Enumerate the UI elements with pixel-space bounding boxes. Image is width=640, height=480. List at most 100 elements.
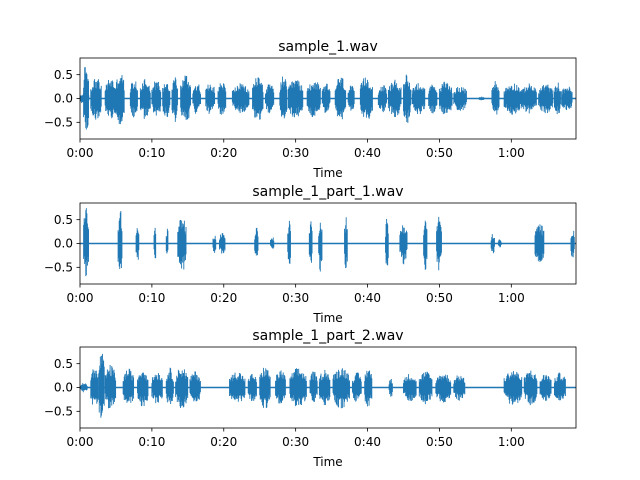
waveform-burst [503, 371, 523, 405]
waveform-burst [478, 96, 485, 101]
waveform-burst [279, 76, 288, 119]
waveform-burst [104, 79, 117, 119]
x-tick-label: 0:50 [426, 435, 453, 449]
waveform-burst [388, 379, 393, 397]
waveform-burst [122, 368, 135, 403]
x-axis-title: Time [312, 311, 342, 325]
waveform-burst [453, 375, 466, 401]
x-tick-label: 0:30 [282, 146, 309, 160]
waveform-burst [318, 370, 331, 406]
waveform-burst [151, 81, 162, 116]
waveform-burst [151, 373, 163, 404]
panel-sample-1-part-2: sample_1_part_2.wav 0.5 0.0 −0.5 0:00 0:10 0… [44, 328, 577, 469]
waveform-area [80, 353, 576, 418]
waveform-burst [117, 210, 123, 269]
waveform-burst [254, 227, 259, 256]
waveform-burst [289, 368, 307, 407]
waveform-burst [192, 84, 202, 114]
x-tick-label: 0:40 [354, 146, 381, 160]
waveform-burst [428, 84, 438, 114]
waveform-area [80, 67, 576, 130]
x-tick-label: 0:10 [138, 146, 165, 160]
waveform-burst [359, 77, 373, 119]
x-tick-label: 0:00 [67, 435, 94, 449]
waveform-burst [153, 227, 157, 259]
x-axis-title: Time [312, 166, 342, 180]
x-axis: 0:00 0:10 0:20 0:30 0:40 0:50 1:00 [67, 284, 525, 305]
waveform-burst [523, 370, 538, 406]
x-axis-title: Time [312, 455, 342, 469]
x-tick-label: 0:50 [426, 291, 453, 305]
waveform-burst [490, 234, 495, 254]
waveform-burst [351, 372, 362, 402]
x-tick-label: 0:10 [138, 435, 165, 449]
waveform-burst [165, 367, 174, 404]
waveform-burst [385, 219, 389, 266]
waveform-burst [205, 84, 216, 114]
x-tick-label: 0:10 [138, 291, 165, 305]
x-tick-label: 1:00 [498, 146, 525, 160]
y-axis: 0.5 0.0 −0.5 [44, 68, 80, 130]
waveform-burst [90, 79, 102, 120]
waveform-burst [83, 67, 89, 130]
waveform-burst [561, 86, 573, 111]
waveform-burst [534, 224, 545, 262]
x-axis: 0:00 0:10 0:20 0:30 0:40 0:50 1:00 [67, 139, 525, 160]
waveform-burst [553, 372, 566, 401]
waveform-burst [231, 83, 250, 113]
waveform-burst [403, 374, 417, 401]
waveform-area [80, 208, 576, 277]
waveform-burst [538, 84, 554, 114]
waveform-burst [387, 79, 402, 118]
waveform-burst [453, 86, 467, 111]
waveform-burst [491, 81, 500, 115]
waveform-burst [309, 371, 318, 402]
x-tick-label: 0:40 [354, 291, 381, 305]
waveform-burst [177, 220, 187, 270]
panel-sample-1-part-1: sample_1_part_1.wav 0.50.0−0.5 0:00 0:10 0… [44, 184, 577, 325]
waveform-burst [364, 370, 373, 407]
y-axis: 0.5 0.0 −0.5 [44, 357, 80, 419]
y-tick-label: −0.5 [44, 405, 73, 419]
waveform-burst [436, 216, 442, 271]
waveform-burst [135, 228, 140, 260]
waveform-burst [306, 82, 321, 117]
x-tick-label: 0:00 [67, 146, 94, 160]
panel-title: sample_1_part_2.wav [252, 328, 403, 344]
waveform-burst [318, 222, 323, 272]
waveform-burst [217, 83, 227, 115]
waveform-burst [503, 83, 523, 115]
x-tick-label: 0:40 [354, 435, 381, 449]
x-tick-label: 0:00 [67, 291, 94, 305]
waveform-burst [180, 75, 191, 120]
y-tick-label: 0.0 [54, 381, 73, 395]
waveform-burst [497, 239, 502, 248]
x-tick-label: 0:20 [210, 291, 237, 305]
x-tick-label: 0:30 [282, 435, 309, 449]
waveform-burst [288, 80, 304, 118]
waveform-burst [189, 371, 201, 402]
y-tick-label: 0.0 [54, 237, 73, 251]
waveform-burst [90, 369, 99, 405]
waveform-burst [83, 208, 89, 277]
y-tick-label: 0.5 [54, 357, 73, 371]
y-axis: 0.5 0.0 −0.5 [44, 213, 80, 275]
x-axis: 0:00 0:10 0:20 0:30 0:40 0:50 1:00 [67, 428, 525, 449]
waveform-burst [137, 372, 149, 407]
y-tick-label: 0.5 [54, 213, 73, 227]
waveform-burst [270, 237, 275, 249]
waveform-burst [287, 220, 291, 264]
waveform-burst [399, 225, 408, 265]
waveform-burst [212, 235, 217, 253]
waveform-burst [423, 220, 428, 270]
panel-sample-1: sample_1.wav 0.5 0.0 −0.5 0:00 0:10 0:20 0:30… [44, 39, 577, 180]
waveform-burst [175, 369, 189, 408]
waveform-burst [115, 75, 125, 125]
waveform-burst [321, 83, 331, 113]
waveform-burst [171, 77, 178, 122]
x-tick-label: 0:20 [210, 435, 237, 449]
waveform-burst [347, 85, 355, 111]
waveform-burst [139, 79, 151, 119]
waveform-burst [411, 83, 426, 114]
